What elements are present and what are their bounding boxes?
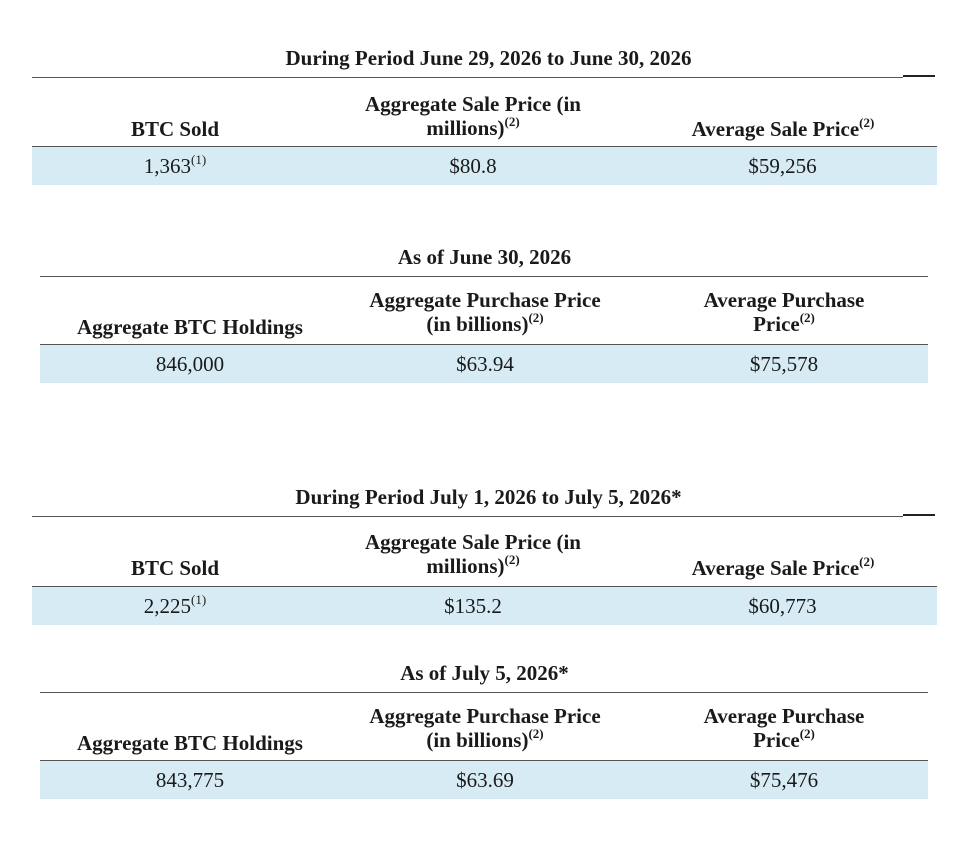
header-aggregate-purchase-price: Aggregate Purchase Price (in billions)(2… xyxy=(369,704,601,752)
table-row: 843,775 $63.69 $75,476 xyxy=(40,760,928,799)
table-holdings-june: As of June 30, 2026 Aggregate BTC Holdin… xyxy=(0,0,977,400)
section-title: As of July 5, 2026* xyxy=(400,661,569,685)
divider xyxy=(40,692,928,693)
table-sold-july: During Period July 1, 2026 to July 5, 20… xyxy=(32,485,937,625)
value-btc-sold: 2,225(1) xyxy=(143,592,207,618)
header-aggregate-purchase-price: Aggregate Purchase Price (in billions)(2… xyxy=(369,288,601,336)
value-btc-sold: 1,363(1) xyxy=(143,152,207,178)
value-aggregate-purchase-price: $63.94 xyxy=(456,352,514,376)
header-average-sale-price: Average Sale Price(2) xyxy=(691,115,875,141)
header-aggregate-sale-price: Aggregate Sale Price (in millions)(2) xyxy=(365,92,581,140)
value-aggregate-btc-holdings: 843,775 xyxy=(155,768,225,792)
header-average-purchase-price: Average Purchase Price(2) xyxy=(703,288,865,336)
divider xyxy=(32,77,903,78)
table-row: 1,363(1) $80.8 $59,256 xyxy=(32,146,937,185)
divider xyxy=(903,514,935,516)
header-aggregate-sale-price: Aggregate Sale Price (in millions)(2) xyxy=(365,530,581,578)
section-title: During Period June 29, 2026 to June 30, … xyxy=(285,46,692,70)
value-aggregate-btc-holdings: 846,000 xyxy=(155,352,225,376)
value-aggregate-sale-price: $135.2 xyxy=(444,594,502,618)
divider xyxy=(32,516,903,517)
table-row: 846,000 $63.94 $75,578 xyxy=(40,344,928,383)
header-aggregate-btc-holdings: Aggregate BTC Holdings xyxy=(77,315,303,339)
value-average-sale-price: $59,256 xyxy=(748,154,817,178)
value-aggregate-purchase-price: $63.69 xyxy=(456,768,514,792)
value-average-purchase-price: $75,578 xyxy=(749,352,819,376)
divider xyxy=(903,75,935,77)
section-title: As of June 30, 2026 xyxy=(397,245,572,269)
header-average-purchase-price: Average Purchase Price(2) xyxy=(703,704,865,752)
table-sold-june: During Period June 29, 2026 to June 30, … xyxy=(0,0,977,200)
header-aggregate-btc-holdings: Aggregate BTC Holdings xyxy=(77,731,303,755)
value-aggregate-sale-price: $80.8 xyxy=(449,154,497,178)
table-row: 2,225(1) $135.2 $60,773 xyxy=(32,586,937,625)
header-average-sale-price: Average Sale Price(2) xyxy=(691,554,875,580)
value-average-sale-price: $60,773 xyxy=(748,594,817,618)
header-btc-sold: BTC Sold xyxy=(130,117,220,141)
divider xyxy=(40,276,928,277)
section-title: During Period July 1, 2026 to July 5, 20… xyxy=(295,485,682,509)
header-btc-sold: BTC Sold xyxy=(130,556,220,580)
value-average-purchase-price: $75,476 xyxy=(749,768,819,792)
